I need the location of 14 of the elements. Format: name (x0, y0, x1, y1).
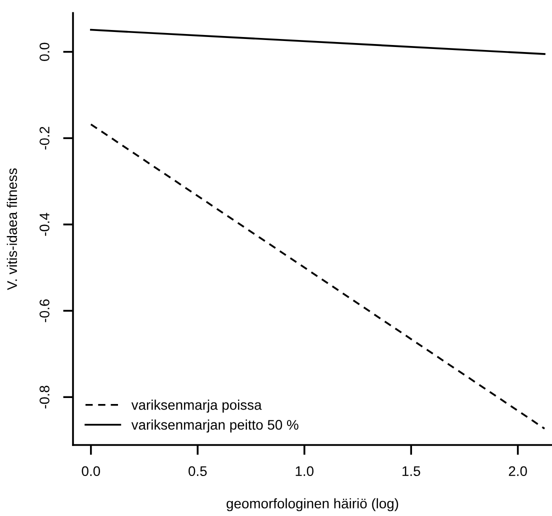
x-tick-label: 0.5 (188, 466, 207, 476)
legend-label: variksenmarjan peitto 50 % (131, 420, 298, 432)
y-axis-title: V. vitis-idaea fitness (6, 168, 18, 290)
y-tick-label: 0.0 (40, 42, 50, 61)
y-tick-label: -0.8 (40, 386, 50, 408)
x-tick-label: 0.0 (82, 466, 100, 476)
y-tick-label: -0.2 (40, 126, 50, 150)
x-axis-title: geomorfologinen häiriö (log) (226, 498, 398, 512)
legend-label: variksenmarja poissa (131, 400, 262, 413)
x-tick-label: 1.0 (296, 466, 314, 476)
x-tick-label: 2.0 (508, 466, 527, 476)
y-tick-label: -0.6 (40, 299, 50, 322)
y-tick-label: -0.4 (40, 212, 50, 236)
x-tick-label: 1.5 (402, 466, 420, 476)
